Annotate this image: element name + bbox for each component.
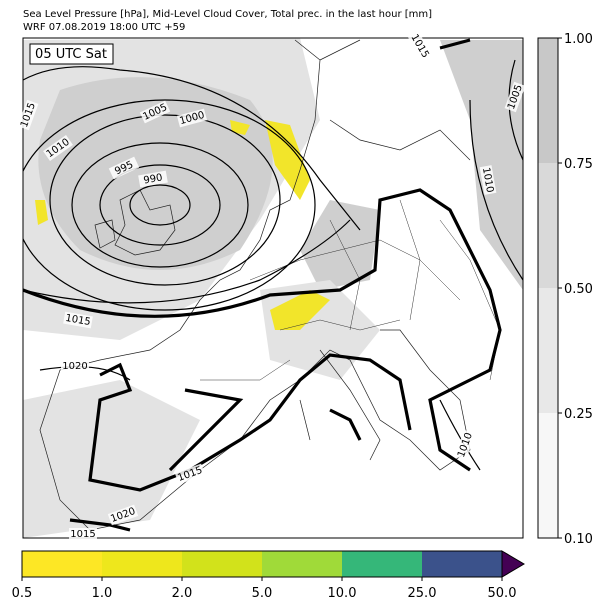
colorbar-segment: [102, 551, 182, 577]
contour-label: 1015: [70, 529, 95, 540]
colorbar-segment: [182, 551, 262, 577]
precip-colorbar: 0.5 1.0 2.0 5.0 10.0 25.0 50.0: [12, 550, 525, 601]
colorbar-tick-label: 1.00: [564, 32, 593, 47]
contour-label-bg: [107, 504, 139, 526]
colorbar-segment: [342, 551, 422, 577]
contour-label-bg: [139, 100, 171, 124]
isobar-1015: [69, 38, 471, 532]
contour-label-bg: [454, 429, 476, 461]
colorbar-tick-label: 2.0: [172, 586, 193, 601]
colorbar-segment: [538, 163, 558, 288]
isobar: [49, 114, 281, 286]
contour-label-bg: [174, 463, 206, 485]
title-line: Sea Level Pressure [hPa], Mid-Level Clou…: [23, 9, 432, 20]
cloud-shading: [23, 380, 200, 538]
precip-area: [35, 200, 48, 225]
contour-label-bg: [479, 165, 497, 195]
precip-area: [265, 120, 310, 200]
contour-label: 1015: [64, 313, 91, 328]
colorbar-segment: [538, 413, 558, 538]
colorbar-tick-label: 0.10: [564, 532, 593, 547]
colorbar-tick-label: 0.25: [564, 407, 593, 422]
contour-label-bg: [69, 528, 97, 540]
contour-label-bg: [176, 108, 208, 128]
coastline: [39, 39, 471, 531]
colorbar-segment: [538, 288, 558, 413]
contour-label-bg: [138, 170, 168, 188]
colorbar-tick-label: 5.0: [252, 586, 273, 601]
contour-label-bg: [43, 135, 73, 161]
colorbar-tick-label: 25.0: [408, 586, 437, 601]
precip-area: [270, 290, 330, 330]
isobar: [129, 184, 191, 226]
isobar: [23, 99, 316, 311]
coastline: [319, 39, 471, 161]
time-box: [29, 43, 114, 65]
colorbar-segment: [538, 38, 558, 163]
cloud-shading: [440, 40, 523, 290]
colorbar-segment: [22, 551, 102, 577]
coastline: [94, 219, 116, 249]
isobar: [71, 142, 249, 268]
contour-label: 1020: [62, 361, 87, 372]
contour-label-bg: [108, 156, 140, 180]
contour-label: 990: [143, 172, 164, 186]
colorbar-segment: [262, 551, 342, 577]
colorbar-segment: [422, 551, 502, 577]
colorbar-tick-label: 1.0: [92, 586, 113, 601]
colorbar-tick-label: 0.75: [564, 157, 593, 172]
contour-label-bg: [63, 311, 93, 329]
title-line: WRF 07.08.2019 18:00 UTC +59: [23, 22, 185, 33]
contour-label-bg: [61, 360, 89, 372]
colorbar-tick-label: 0.50: [564, 282, 593, 297]
colorbar-extend: [501, 550, 525, 578]
colorbar-tick-label: 10.0: [328, 586, 357, 601]
coastline: [299, 349, 381, 461]
contour-label-bg: [17, 99, 39, 131]
isobar-1015: [23, 188, 502, 472]
contour-label: 1010: [480, 167, 495, 194]
precip-area: [230, 120, 250, 135]
cloud-colorbar: 0.10 0.25 0.50 0.75 1.00: [537, 32, 593, 547]
map-frame: [22, 37, 524, 539]
isobar: [99, 164, 221, 246]
time-label: 05 UTC Sat: [35, 47, 107, 62]
cloud-shading: [300, 200, 380, 290]
colorbar-tick-label: 0.5: [12, 586, 33, 601]
contour-label-bg: [407, 30, 433, 62]
contour-label-bg: [504, 81, 526, 113]
isobar: [23, 59, 523, 471]
colorbar-tick-label: 50.0: [488, 586, 517, 601]
